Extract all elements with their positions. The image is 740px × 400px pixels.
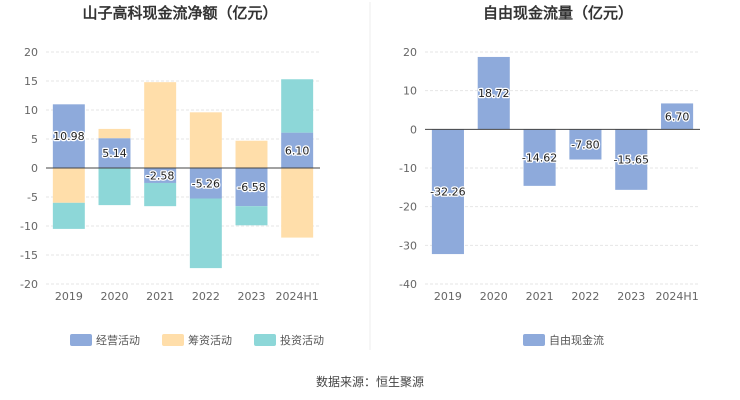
y-tick-label: 0: [31, 162, 38, 175]
x-tick-label: 2024H1: [655, 290, 698, 303]
legend-swatch: [162, 334, 184, 346]
bar-fcf: [523, 129, 556, 186]
bar-operating: [52, 104, 85, 168]
bar-operating: [98, 138, 131, 168]
free-cashflow-chart: 自由现金流量（亿元） 20 10 0 -10 -20 -30 -40 -32.26 18.72 -1…: [399, 4, 700, 347]
data-label: -15.65: [614, 154, 649, 167]
y-tick-label: 5: [31, 133, 38, 146]
data-label: -2.58: [146, 169, 174, 182]
bar-operating: [235, 168, 268, 207]
data-label: -14.62: [522, 152, 557, 165]
bar-operating: [144, 168, 177, 183]
bar-fcf: [661, 103, 694, 130]
x-tick-label: 2024H1: [276, 290, 319, 303]
x-tick-label: 2021: [526, 290, 554, 303]
y-tick-label: 20: [24, 46, 38, 59]
bar-financing: [52, 168, 85, 203]
bar-financing: [98, 128, 131, 139]
legend-label: 筹资活动: [188, 333, 232, 347]
data-label: 18.72: [478, 87, 510, 100]
data-label: 10.98: [53, 130, 85, 143]
y-tick-label: -40: [399, 278, 417, 291]
y-tick-label: -10: [20, 220, 38, 233]
bar-investing: [189, 198, 222, 269]
x-tick-label: 2020: [480, 290, 508, 303]
bar-financing: [235, 140, 268, 168]
chart-title: 山子高科现金流净额（亿元）: [82, 4, 277, 22]
x-tick-label: 2022: [571, 290, 599, 303]
legend-swatch: [523, 334, 545, 346]
data-label: -5.26: [192, 177, 220, 190]
bar-investing: [281, 79, 314, 133]
y-tick-label: 15: [24, 75, 38, 88]
data-label: -7.80: [571, 138, 599, 151]
data-label: -6.58: [237, 181, 265, 194]
y-tick-label: -20: [399, 201, 417, 214]
legend-swatch: [70, 334, 92, 346]
chart-title: 自由现金流量（亿元）: [483, 4, 633, 22]
legend-label: 自由现金流: [549, 333, 604, 347]
legend-swatch: [254, 334, 276, 346]
bar-operating: [189, 168, 222, 199]
bar-operating: [281, 132, 314, 168]
y-tick-label: 20: [403, 46, 417, 59]
y-tick-label: -20: [20, 278, 38, 291]
source-note: 数据来源：恒生聚源: [316, 374, 424, 389]
bar-fcf: [431, 129, 464, 255]
y-tick-label: 0: [410, 123, 417, 136]
x-tick-label: 2019: [434, 290, 462, 303]
legend-label: 经营活动: [96, 333, 140, 347]
data-label: 6.70: [665, 110, 690, 123]
legend-label: 投资活动: [280, 333, 324, 347]
bar-financing: [144, 82, 177, 168]
x-tick-label: 2021: [146, 290, 174, 303]
bar-investing: [52, 202, 85, 229]
data-label: 5.14: [102, 147, 127, 160]
x-tick-label: 2023: [238, 290, 266, 303]
x-tick-label: 2019: [55, 290, 83, 303]
x-tick-label: 2023: [617, 290, 645, 303]
bar-financing: [281, 168, 314, 238]
bar-investing: [98, 168, 131, 206]
bar-fcf: [569, 129, 602, 160]
x-tick-label: 2020: [101, 290, 129, 303]
bar-investing: [235, 206, 268, 226]
y-tick-label: -15: [20, 249, 38, 262]
bar-fcf: [477, 56, 510, 130]
bar-investing: [144, 182, 177, 207]
x-tick-label: 2022: [192, 290, 220, 303]
data-label: 6.10: [285, 144, 310, 157]
bar-fcf: [615, 129, 648, 190]
y-tick-label: 10: [403, 85, 417, 98]
data-label: -32.26: [430, 186, 465, 199]
y-tick-label: 10: [24, 104, 38, 117]
y-tick-label: -10: [399, 162, 417, 175]
y-tick-label: -30: [399, 239, 417, 252]
cashflow-stacked-chart: 山子高科现金流净额（亿元） 20 15 10 5 0 -5 -10 -15 -20 10.98 5.1…: [20, 4, 324, 347]
bar-financing: [189, 112, 222, 168]
y-tick-label: -5: [27, 191, 38, 204]
